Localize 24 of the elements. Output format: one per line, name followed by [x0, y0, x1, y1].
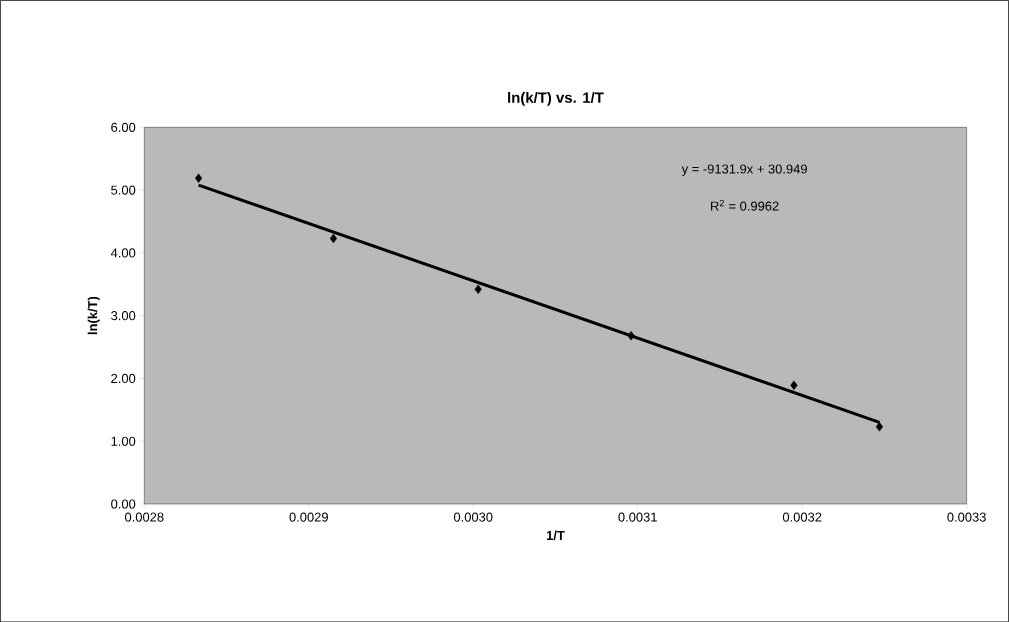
y-tick-label: 4.00 [110, 248, 136, 258]
x-tick-label: 0.0028 [125, 512, 164, 522]
point [474, 284, 482, 294]
y-tick-label: 2.00 [111, 373, 136, 383]
y-axis-title: ln(k/T) [87, 296, 100, 335]
annotation: R$^{2}$ = 0.9962 [711, 199, 779, 211]
y-tick-label: 5.00 [111, 185, 136, 195]
point [194, 173, 203, 183]
annotation: y = -9131.9x + 30.949 [681, 164, 807, 176]
x-tick-label: 0.0033 [947, 512, 986, 522]
x-tick-label: 0.0030 [453, 512, 493, 522]
y-tick-label: 0.00 [111, 499, 136, 509]
y-tick-label: 6.00 [111, 122, 136, 132]
point [329, 233, 337, 243]
point [875, 421, 884, 432]
point [790, 380, 798, 390]
point [627, 330, 635, 341]
y-tick-label: 3.00 [111, 310, 136, 321]
x-axis-title: 1/T [546, 530, 565, 541]
x-tick-label: 0.0029 [289, 512, 328, 522]
x-tick-label: 0.0032 [782, 512, 822, 522]
chart-title: ln(k/T) vs. 1/T [508, 91, 604, 106]
x-tick-label: 0.0031 [618, 512, 657, 522]
y-tick-label: 1.00 [111, 436, 136, 446]
